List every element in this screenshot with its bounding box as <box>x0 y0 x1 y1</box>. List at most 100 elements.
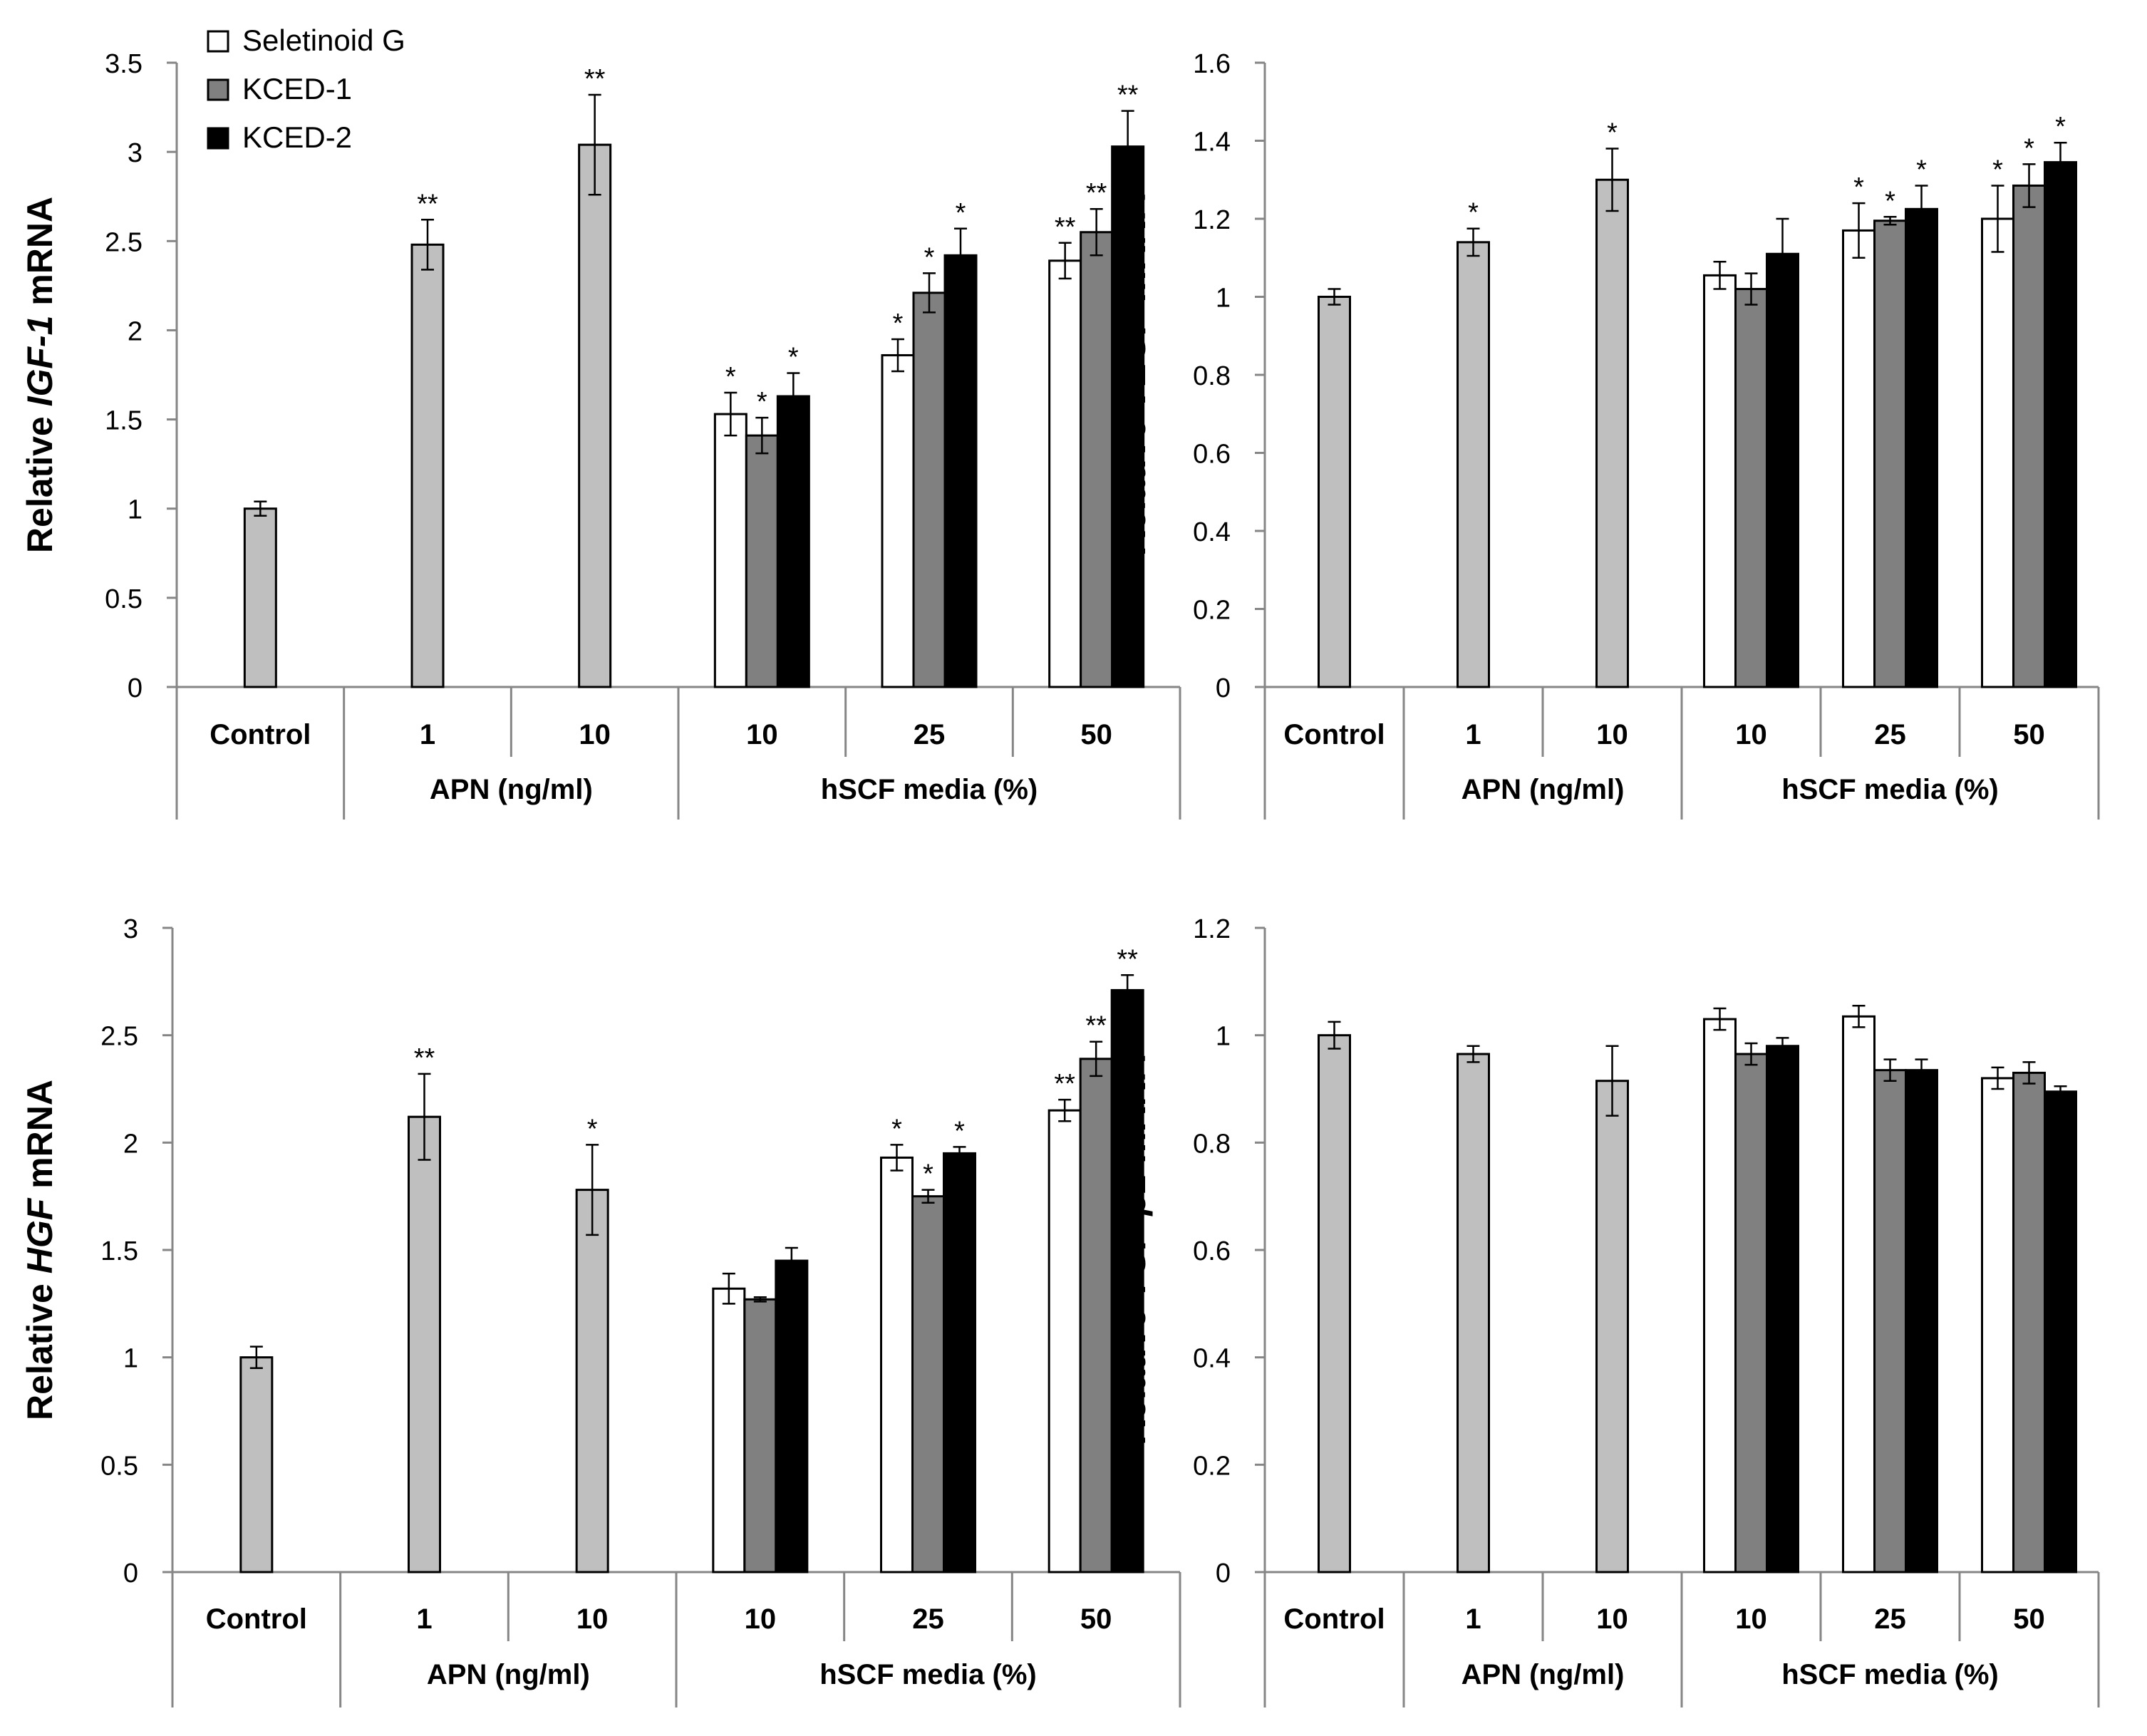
y-axis-title-prefix: Relative <box>1113 1298 1153 1445</box>
y-tick-label: 0.8 <box>1193 1129 1231 1159</box>
legend-item-kced-2: KCED-2 <box>207 120 352 154</box>
bar-hscf-25-kced-1 <box>1873 219 1907 688</box>
bar-hscf-25-kced-1-significance: * <box>923 1159 933 1189</box>
bar-hscf-50-kced-2 <box>2044 1090 2077 1574</box>
y-tick-label: 0.4 <box>1193 517 1231 547</box>
x-category-label-1: 1 <box>420 719 435 750</box>
bar-10 <box>1595 1080 1629 1574</box>
y-axis-title-suffix: mRNA <box>20 1080 60 1199</box>
chart-panel-vegf: 0 0.2 0.4 0.6 0.8 1 1.2 1.4 1.6 Relative VEGF mRN… <box>1113 49 2100 820</box>
legend-label-kced-1: KCED-1 <box>242 72 352 105</box>
bar-hscf-50-seletinoid-g <box>1981 1077 2014 1574</box>
bar-hscf-50-kced-1-significance: ** <box>1086 178 1107 208</box>
y-tick-label: 0.2 <box>1193 596 1231 626</box>
x-category-label-1: 1 <box>416 1603 432 1635</box>
bar-control <box>1318 1034 1351 1574</box>
bar-hscf-25-kced-2 <box>1905 1069 1938 1574</box>
bar-hscf-25-kced-1 <box>912 291 946 688</box>
y-axis-title-prefix: Relative <box>20 1273 60 1420</box>
bar-hscf-50-seletinoid-g-significance: ** <box>1055 212 1076 242</box>
x-category-label-10: 10 <box>745 1603 777 1635</box>
x-category-label-1: 1 <box>1465 1603 1481 1635</box>
bar-hscf-10-kced-2 <box>1766 1045 1799 1574</box>
chart-panel-tgfb1: 0 0.2 0.4 0.6 0.8 1 1.2 Relative TGF-β1 mRNA Con… <box>1113 914 2100 1707</box>
y-tick-label: 3 <box>128 138 143 168</box>
legend-item-kced-1: KCED-1 <box>207 72 352 105</box>
x-category-label-50: 50 <box>2013 1603 2045 1635</box>
bar-1-significance: ** <box>417 189 438 219</box>
legend-item-seletinoid-g: Seletinoid G <box>207 24 405 57</box>
bar-hscf-10-seletinoid-g <box>1703 1018 1737 1574</box>
x-category-label-10: 10 <box>1735 1603 1767 1635</box>
y-tick-label: 3.5 <box>105 49 143 79</box>
bar-10 <box>578 143 612 688</box>
y-tick-label: 1 <box>1216 284 1231 314</box>
bar-hscf-50-kced-2-significance: ** <box>1117 944 1138 974</box>
bar-hscf-25-seletinoid-g <box>1842 229 1876 688</box>
bar-hscf-50-kced-1 <box>2012 184 2046 688</box>
x-group-label-apn: APN (ng/ml) <box>1461 1659 1625 1690</box>
x-category-label-25: 25 <box>1874 719 1906 750</box>
bar-10-significance: ** <box>584 64 606 94</box>
bar-control <box>239 1356 274 1574</box>
bar-hscf-25-kced-2 <box>1905 207 1938 688</box>
bar-hscf-10-kced-2 <box>775 1259 809 1574</box>
bar-hscf-10-kced-2 <box>1766 252 1799 688</box>
x-group-label-apn: APN (ng/ml) <box>1461 774 1625 805</box>
bar-10 <box>575 1189 609 1574</box>
y-tick-label: 2.5 <box>100 1022 138 1052</box>
bar-hscf-25-kced-1-significance: * <box>1885 186 1895 216</box>
bar-hscf-50-seletinoid-g-significance: ** <box>1054 1069 1075 1099</box>
legend-swatch-seletinoid-g <box>207 30 229 53</box>
x-category-label-25: 25 <box>1874 1603 1906 1635</box>
y-tick-label: 0.8 <box>1193 361 1231 391</box>
legend-label-seletinoid-g: Seletinoid G <box>242 24 405 57</box>
y-tick-label: 0 <box>128 673 143 703</box>
x-category-label-10: 10 <box>1596 719 1628 750</box>
chart-panel-hgf: 0 0.5 1 1.5 2 2.5 3 Relative HGF mRNA Control 1 10… <box>20 914 1181 1707</box>
bar-hscf-50-kced-1 <box>1079 1058 1113 1574</box>
x-category-label-10: 10 <box>579 719 611 750</box>
bar-hscf-50-seletinoid-g <box>1981 217 2014 688</box>
x-group-label-hscf: hSCF media (%) <box>1781 1659 1998 1690</box>
x-category-label-control: Control <box>206 1603 307 1635</box>
bar-hscf-25-seletinoid-g <box>881 353 915 688</box>
y-axis-title-suffix: mRNA <box>1113 1055 1153 1174</box>
bar-hscf-50-kced-2 <box>1110 988 1144 1574</box>
bar-hscf-50-kced-2-significance: ** <box>1117 81 1139 110</box>
bar-hscf-10-kced-1 <box>745 434 779 688</box>
x-category-label-25: 25 <box>914 719 946 750</box>
y-axis-title: Relative VEGF mRNA <box>1113 194 1153 557</box>
y-tick-label: 1.5 <box>105 406 143 436</box>
legend-swatch-kced-2 <box>207 127 229 150</box>
bar-hscf-25-seletinoid-g-significance: * <box>893 309 904 339</box>
y-tick-label: 1.2 <box>1193 205 1231 235</box>
bar-hscf-25-seletinoid-g <box>1842 1015 1876 1574</box>
bar-hscf-10-kced-2 <box>776 395 810 688</box>
bar-hscf-50-kced-2-significance: * <box>2055 112 2066 142</box>
bar-hscf-50-kced-2 <box>2044 161 2077 688</box>
y-axis-title-prefix: Relative <box>20 406 60 553</box>
y-tick-label: 2.5 <box>105 227 143 257</box>
x-category-label-50: 50 <box>1080 1603 1112 1635</box>
bar-control <box>243 507 277 688</box>
x-group-label-hscf: hSCF media (%) <box>1781 774 1998 805</box>
y-axis-title-suffix: mRNA <box>20 197 60 316</box>
x-category-label-25: 25 <box>912 1603 944 1635</box>
bar-hscf-25-kced-1-significance: * <box>924 242 935 272</box>
x-group-label-apn: APN (ng/ml) <box>430 774 593 805</box>
bar-hscf-50-seletinoid-g-significance: * <box>1992 155 2003 185</box>
x-category-label-10: 10 <box>746 719 778 750</box>
bar-hscf-25-seletinoid-g-significance: * <box>891 1114 902 1144</box>
bar-hscf-25-kced-1 <box>911 1195 945 1574</box>
bar-hscf-25-kced-2-significance: * <box>954 1116 965 1146</box>
y-tick-label: 0.5 <box>100 1451 138 1481</box>
y-tick-label: 0 <box>123 1559 138 1588</box>
legend-swatch-kced-1 <box>207 78 229 101</box>
bar-1-significance: * <box>1468 198 1479 228</box>
bar-hscf-50-kced-1-significance: ** <box>1085 1011 1107 1041</box>
legend-label-kced-2: KCED-2 <box>242 120 352 154</box>
x-category-label-10: 10 <box>1596 1603 1628 1635</box>
bar-1 <box>408 1115 441 1574</box>
